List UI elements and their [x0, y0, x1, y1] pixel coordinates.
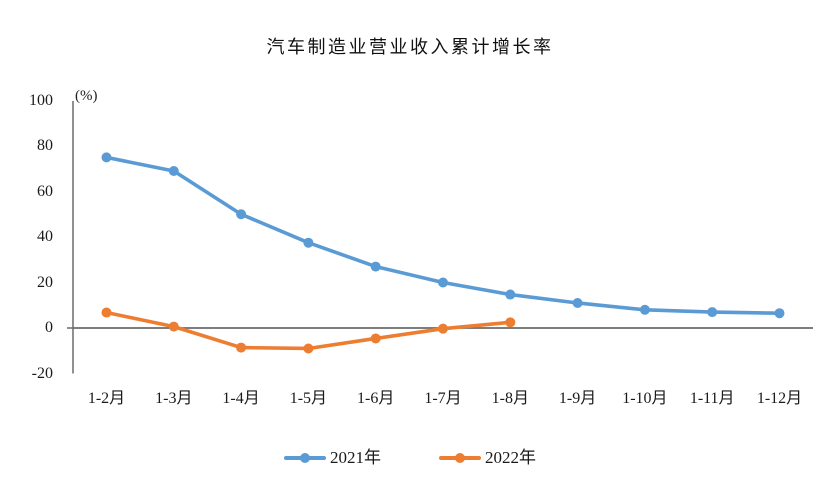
x-tick-label: 1-11月: [689, 390, 735, 407]
x-tick-label: 1-7月: [424, 390, 462, 407]
data-point-2022年: [438, 323, 448, 334]
x-tick-label: 1-8月: [491, 390, 529, 407]
y-tick-label: 20: [37, 273, 53, 291]
data-point-2021年: [438, 277, 448, 288]
y-tick-label: 100: [29, 91, 53, 109]
series-line-2021年: [104, 155, 782, 316]
data-point-2022年: [168, 321, 179, 332]
data-point-2022年: [236, 342, 247, 353]
y-tick-label: 80: [37, 137, 53, 154]
y-tick-label: 40: [37, 228, 53, 245]
data-point-2021年: [639, 304, 650, 315]
data-point-2021年: [168, 166, 179, 177]
y-tick-label: 60: [37, 182, 53, 200]
data-point-2022年: [303, 343, 314, 354]
data-point-2021年: [707, 307, 718, 318]
data-point-2021年: [774, 308, 785, 319]
x-tick-label: 1-3月: [155, 390, 193, 407]
data-point-2021年: [505, 289, 516, 300]
data-point-2021年: [572, 297, 583, 308]
y-tick-label: 0: [45, 319, 53, 336]
x-tick-label: 1-9月: [558, 390, 597, 407]
y-axis-unit-label: (%): [75, 88, 98, 104]
data-point-2021年: [101, 152, 112, 163]
legend-dot-icon: [300, 453, 310, 463]
legend-line-marker-2021: [284, 453, 326, 463]
x-tick-label: 1-4月: [222, 390, 260, 407]
x-tick-label: 1-10月: [622, 390, 668, 407]
data-point-2022年: [505, 317, 516, 328]
legend-label-2021: 2021年: [330, 448, 381, 467]
y-tick-label: -20: [31, 364, 53, 382]
data-point-2021年: [236, 209, 247, 220]
data-point-2021年: [303, 237, 314, 248]
legend-line-marker-2022: [439, 453, 481, 463]
data-point-2022年: [370, 333, 381, 344]
x-tick-label: 1-6月: [357, 390, 395, 407]
chart-title: 汽车制造业营业收入累计增长率: [266, 37, 554, 57]
legend-item-2021: 2021年: [284, 446, 381, 470]
data-point-2021年: [370, 261, 381, 272]
legend-dot-icon: [455, 453, 465, 463]
series-line-2022年: [104, 310, 513, 351]
x-tick-label: 1-2月: [87, 390, 126, 407]
legend-label-2022: 2022年: [485, 448, 536, 467]
x-tick-label: 1-5月: [289, 390, 328, 407]
data-point-2022年: [101, 307, 112, 318]
x-tick-label: 1-12月: [756, 390, 803, 407]
legend-item-2022: 2022年: [439, 446, 536, 470]
series-layer: [101, 152, 785, 354]
chart-legend: 2021年 2022年: [0, 446, 820, 470]
